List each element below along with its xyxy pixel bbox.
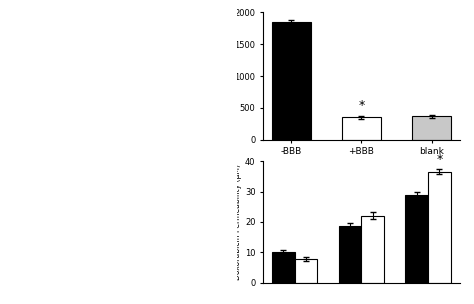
Bar xyxy=(405,195,428,283)
Text: *: * xyxy=(358,99,365,112)
Bar xyxy=(339,226,361,283)
Y-axis label: Doxorubicin Permeability (μM): Doxorubicin Permeability (μM) xyxy=(233,164,242,280)
Bar xyxy=(295,259,318,283)
Text: D: D xyxy=(200,151,210,164)
Bar xyxy=(412,116,451,140)
Bar xyxy=(272,252,295,283)
Bar xyxy=(428,172,451,283)
Text: C: C xyxy=(200,2,209,15)
Bar xyxy=(361,216,384,283)
Text: *: * xyxy=(437,153,443,166)
Y-axis label: Mean Fluorescence Intensity
(Dextran-FITC 155KDa): Mean Fluorescence Intensity (Dextran-FIT… xyxy=(212,21,232,131)
Bar xyxy=(342,117,381,140)
Bar xyxy=(272,22,310,140)
